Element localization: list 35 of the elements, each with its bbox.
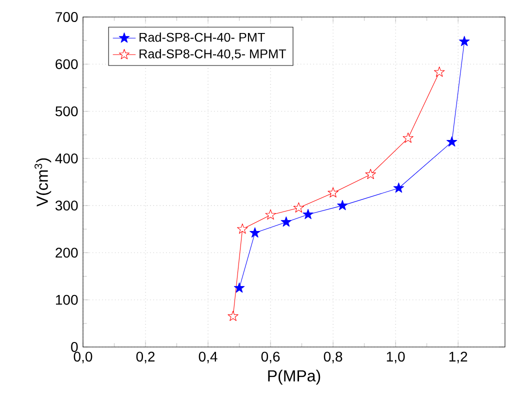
y-tick-label: 500 [56, 106, 78, 116]
point [446, 136, 458, 147]
point [337, 200, 348, 210]
point [250, 227, 260, 238]
y-tick-label: 600 [56, 59, 78, 70]
x-tick-label: 1,2 [449, 352, 468, 364]
x-axis-title: P(MPa) [268, 370, 320, 385]
x-tick-label: 0,2 [136, 352, 155, 364]
x-tick-label: 0,6 [261, 352, 280, 364]
x-tick-label: 0,0 [74, 352, 92, 364]
y-tick-label: 200 [56, 248, 78, 258]
y-tick-label: 300 [55, 200, 78, 211]
legend-label: Rad-SP8-CH-40,5- MPMT [140, 49, 286, 60]
y-tick-label: 400 [55, 153, 78, 164]
x-tick-label: 0,4 [198, 352, 218, 364]
point [293, 202, 304, 213]
x-tick-label: 1,0 [386, 352, 405, 364]
legend-label: Rad-SP8-CH-40- PMT [140, 32, 265, 42]
y-tick-label: 0 [71, 342, 78, 352]
y-tick-label: 100 [56, 294, 78, 305]
point [328, 187, 338, 198]
x-tick-label: 0,8 [324, 352, 342, 364]
y-tick-label: 700 [56, 12, 78, 22]
point [402, 132, 414, 143]
point [393, 182, 404, 193]
point [280, 216, 292, 227]
point [237, 224, 248, 234]
point [234, 282, 245, 293]
point [459, 36, 470, 46]
point [302, 208, 314, 220]
point [365, 168, 376, 180]
point [434, 66, 445, 77]
y-axis-title: V(cm$^{3}$) [34, 158, 52, 207]
point [228, 310, 238, 321]
point [265, 209, 276, 220]
